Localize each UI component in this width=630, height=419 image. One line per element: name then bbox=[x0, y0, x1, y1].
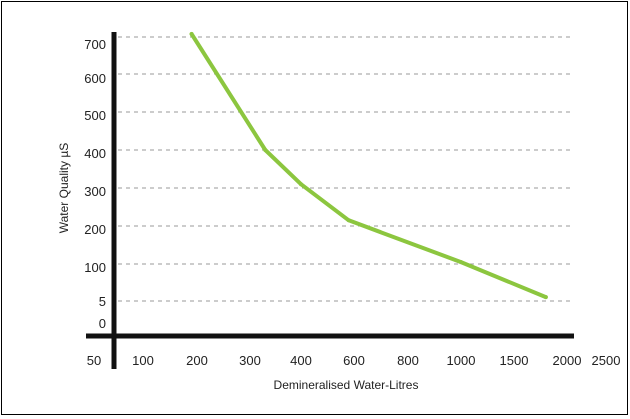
y-axis-label: Water Quality µS bbox=[57, 143, 71, 234]
y-tick-label: 5 bbox=[99, 294, 106, 309]
x-tick-label: 1500 bbox=[500, 353, 529, 368]
y-tick-label: 300 bbox=[84, 184, 106, 199]
data-point bbox=[189, 32, 194, 36]
x-tick-label: 200 bbox=[186, 353, 208, 368]
y-tick-label: 600 bbox=[84, 71, 106, 86]
data-point bbox=[543, 295, 548, 300]
y-tick-label: 200 bbox=[84, 222, 106, 237]
x-tick-label: 300 bbox=[239, 353, 261, 368]
y-tick-label: 700 bbox=[84, 37, 106, 52]
x-tick-labels: 50 100 200 300 400 600 800 1000 1500 2000 2500 bbox=[87, 353, 621, 368]
data-point bbox=[299, 182, 303, 187]
y-tick-label: 400 bbox=[84, 146, 106, 161]
grid-lines bbox=[118, 36, 570, 302]
x-tick-label: 100 bbox=[132, 353, 154, 368]
x-axis-label: Demineralised Water-Litres bbox=[274, 378, 419, 392]
x-tick-label: 2500 bbox=[592, 353, 621, 368]
y-tick-label: 100 bbox=[84, 260, 106, 275]
x-tick-label: 2000 bbox=[553, 353, 582, 368]
x-tick-label: 600 bbox=[343, 353, 365, 368]
y-tick-labels: 0 5 100 200 300 400 500 600 700 bbox=[84, 37, 106, 331]
data-point bbox=[346, 218, 351, 223]
x-tick-label: 1000 bbox=[447, 353, 476, 368]
data-point bbox=[459, 260, 463, 265]
x-tick-label: 50 bbox=[87, 353, 101, 368]
axes bbox=[86, 32, 574, 369]
y-tick-label: 500 bbox=[84, 108, 106, 123]
x-tick-label: 800 bbox=[397, 353, 419, 368]
data-point bbox=[263, 148, 268, 152]
x-tick-label: 400 bbox=[290, 353, 312, 368]
series-line bbox=[189, 32, 548, 300]
y-tick-label: 0 bbox=[99, 316, 106, 331]
